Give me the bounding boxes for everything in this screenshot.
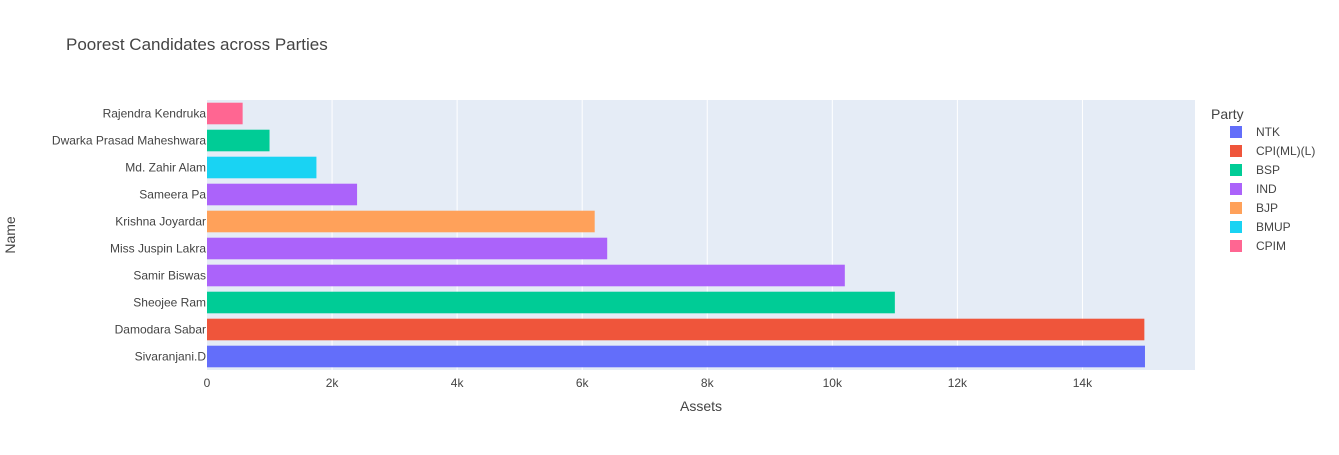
- legend-label: BMUP: [1256, 220, 1291, 234]
- legend-swatch: [1230, 164, 1242, 176]
- y-tick-label: Samir Biswas: [133, 269, 206, 283]
- legend-item[interactable]: BJP: [1230, 201, 1278, 215]
- y-tick-label: Sivaranjani.D: [135, 350, 207, 364]
- legend-label: BJP: [1256, 201, 1278, 215]
- y-tick-label: Damodara Sabar: [115, 323, 206, 337]
- legend-swatch: [1230, 221, 1242, 233]
- x-tick-label: 10k: [823, 376, 843, 390]
- x-tick-labels: 0 2k 4k 6k 8k 10k 12k 14k: [204, 376, 1093, 390]
- x-tick-label: 8k: [701, 376, 715, 390]
- bar[interactable]: [207, 291, 895, 314]
- y-tick-label: Md. Zahir Alam: [125, 161, 206, 175]
- legend-label: CPI(ML)(L): [1256, 144, 1315, 158]
- y-tick-label: Sameera Pa: [139, 188, 206, 202]
- legend-item[interactable]: NTK: [1230, 125, 1280, 139]
- legend-item[interactable]: IND: [1230, 182, 1277, 196]
- legend-label: IND: [1256, 182, 1277, 196]
- legend-swatch: [1230, 126, 1242, 138]
- legend-item[interactable]: BSP: [1230, 163, 1280, 177]
- y-axis-title: Name: [2, 216, 18, 254]
- x-tick-label: 12k: [948, 376, 968, 390]
- chart-title: Poorest Candidates across Parties: [66, 35, 328, 54]
- x-tick-label: 6k: [576, 376, 590, 390]
- legend-swatch: [1230, 145, 1242, 157]
- x-axis-title: Assets: [680, 398, 722, 414]
- legend-swatch: [1230, 202, 1242, 214]
- legend: Party NTK CPI(ML)(L) BSP IND BJP BMUP CPIM: [1211, 106, 1315, 253]
- bar[interactable]: [207, 237, 608, 260]
- legend-label: BSP: [1256, 163, 1280, 177]
- x-tick-label: 0: [204, 376, 211, 390]
- legend-swatch: [1230, 240, 1242, 252]
- bar[interactable]: [207, 345, 1145, 368]
- bar[interactable]: [207, 102, 243, 125]
- bar[interactable]: [207, 264, 845, 287]
- y-tick-labels: Sivaranjani.D Damodara Sabar Sheojee Ram Sa…: [52, 107, 206, 364]
- bar[interactable]: [207, 210, 595, 233]
- y-tick-label: Dwarka Prasad Maheshwara: [52, 134, 206, 148]
- y-tick-label: Miss Juspin Lakra: [110, 242, 206, 256]
- bars: [207, 102, 1145, 368]
- x-tick-label: 2k: [326, 376, 340, 390]
- legend-swatch: [1230, 183, 1242, 195]
- y-tick-label: Krishna Joyardar: [115, 215, 206, 229]
- y-tick-label: Sheojee Ram: [133, 296, 206, 310]
- x-tick-label: 14k: [1073, 376, 1093, 390]
- bar[interactable]: [207, 183, 358, 206]
- y-tick-label: Rajendra Kendruka: [103, 107, 207, 121]
- legend-items: NTK CPI(ML)(L) BSP IND BJP BMUP CPIM: [1230, 125, 1315, 253]
- legend-title: Party: [1211, 106, 1244, 122]
- x-tick-label: 4k: [451, 376, 465, 390]
- bar[interactable]: [207, 318, 1145, 341]
- legend-item[interactable]: BMUP: [1230, 220, 1291, 234]
- legend-item[interactable]: CPIM: [1230, 239, 1286, 253]
- bar[interactable]: [207, 156, 317, 179]
- legend-label: CPIM: [1256, 239, 1286, 253]
- bar[interactable]: [207, 129, 270, 152]
- legend-label: NTK: [1256, 125, 1280, 139]
- legend-item[interactable]: CPI(ML)(L): [1230, 144, 1315, 158]
